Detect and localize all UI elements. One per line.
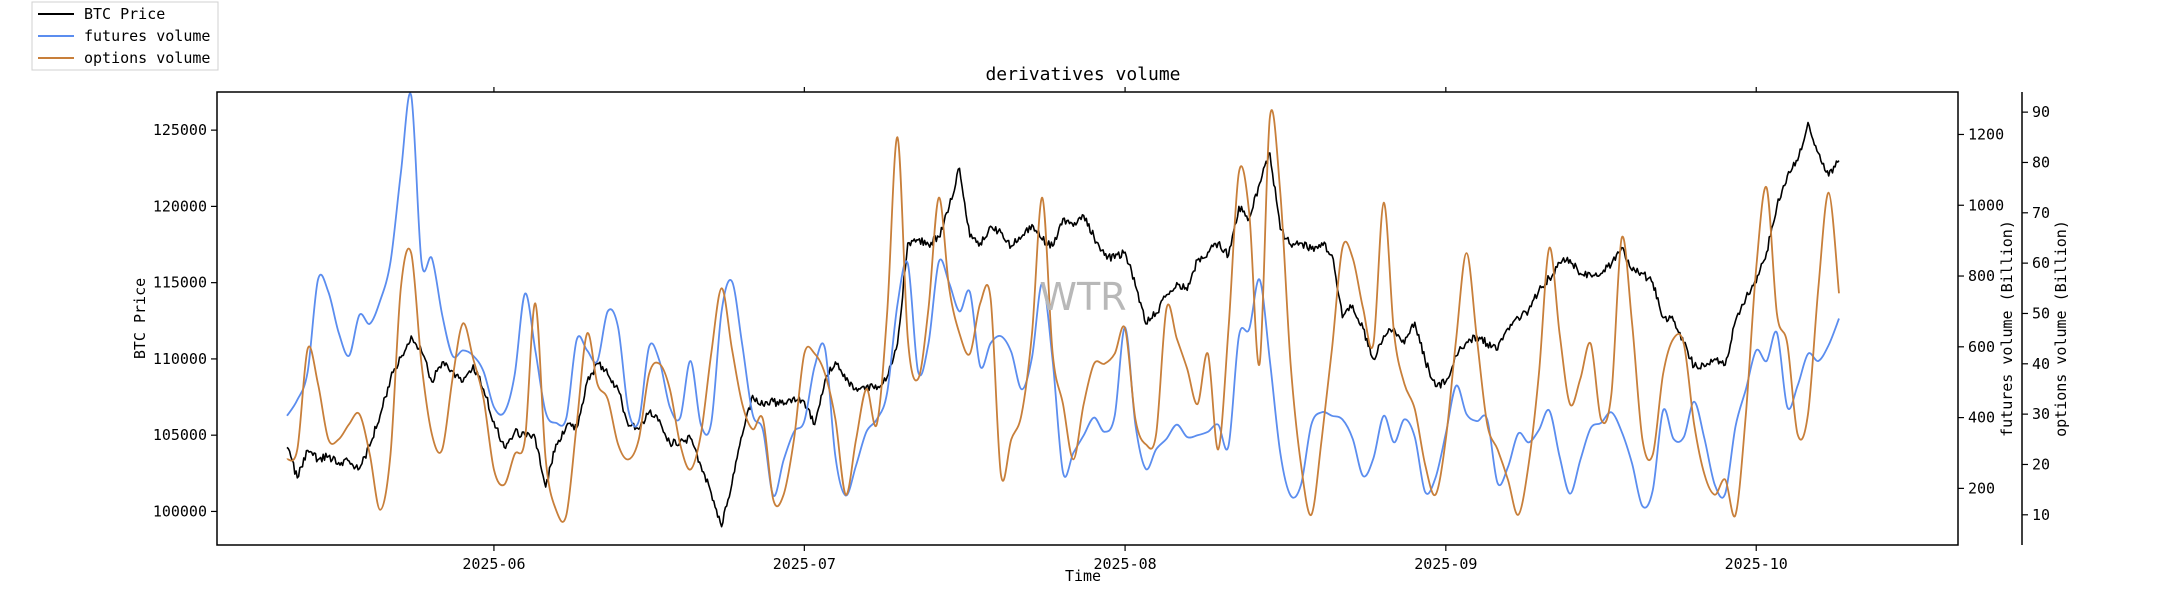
options-tick-label: 70 [2032,204,2050,222]
futures-tick-label: 400 [1968,409,1995,427]
options-tick-label: 90 [2032,103,2050,121]
left-tick-label: 100000 [153,502,207,520]
options-tick-label: 40 [2032,355,2050,373]
left-tick-label: 110000 [153,350,207,368]
chart-title: derivatives volume [985,64,1180,85]
x-tick-label: 2025-10 [1725,555,1788,573]
options-tick-label: 10 [2032,506,2050,524]
futures-tick-label: 800 [1968,267,1995,285]
x-tick-label: 2025-09 [1414,555,1477,573]
left-tick-label: 105000 [153,426,207,444]
left-tick-label: 125000 [153,121,207,139]
plot-lines [286,92,1840,528]
series-line-options-volume [286,109,1840,523]
legend-label: BTC Price [84,5,165,23]
x-axis: 2025-06 2025-07 2025-08 2025-09 2025-10 [462,87,1788,573]
left-axis: 100000 105000 110000 115000 120000 125000 [153,121,217,520]
right-axis-options: 10 20 30 40 50 60 70 80 90 [2021,92,2050,545]
futures-tick-label: 1000 [1968,196,2004,214]
futures-tick-label: 200 [1968,479,1995,497]
x-tick-label: 2025-07 [773,555,836,573]
legend: BTC Price futures volume options volume [31,1,219,71]
options-tick-label: 20 [2032,455,2050,473]
left-axis-title: BTC Price [131,278,149,359]
series-line-btc-price [286,121,1840,528]
legend-label: futures volume [84,27,210,45]
options-tick-label: 50 [2032,304,2050,322]
futures-tick-label: 1200 [1968,125,2004,143]
options-tick-label: 30 [2032,405,2050,423]
x-axis-title: Time [1065,567,1101,585]
futures-axis-title: futures volume (Billion) [1998,220,2016,437]
options-tick-label: 60 [2032,254,2050,272]
options-axis-title: options volume (Billion) [2052,220,2070,437]
watermark: WTR [1039,275,1126,319]
options-tick-label: 80 [2032,153,2050,171]
plot-frame [216,91,1959,546]
x-tick-label: 2025-08 [1093,555,1156,573]
left-tick-label: 115000 [153,274,207,292]
x-tick-label: 2025-06 [462,555,525,573]
legend-label: options volume [84,49,210,67]
futures-tick-label: 600 [1968,338,1995,356]
left-tick-label: 120000 [153,197,207,215]
right-axis-futures: 200 400 600 800 1000 1200 [1958,125,2004,497]
